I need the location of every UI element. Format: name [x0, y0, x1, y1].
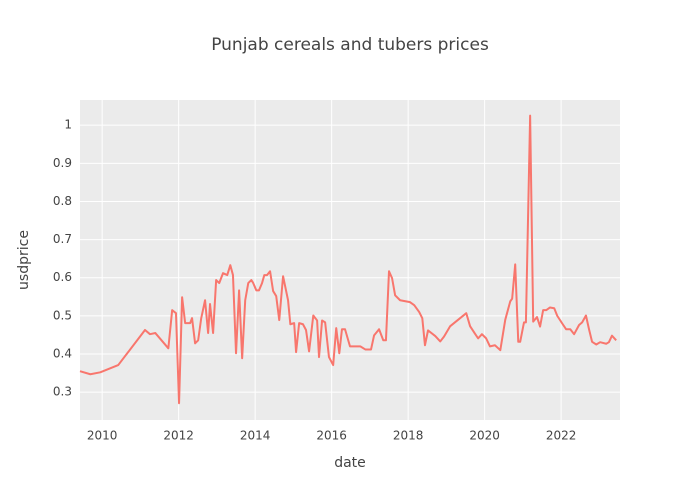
plot-area [80, 100, 620, 420]
y-tick-label: 0.3 [53, 385, 72, 399]
y-tick-label: 0.7 [53, 232, 72, 246]
y-tick-label: 1 [64, 118, 72, 132]
y-tick-label: 0.5 [53, 308, 72, 322]
x-tick-label: 2018 [393, 429, 424, 443]
y-tick-label: 0.6 [53, 270, 72, 284]
x-tick-label: 2010 [87, 429, 118, 443]
x-tick-label: 2022 [546, 429, 577, 443]
chart-title: Punjab cereals and tubers prices [211, 35, 489, 55]
x-tick-label: 2016 [316, 429, 347, 443]
x-axis-label: date [334, 455, 366, 471]
y-axis-label: usdprice [16, 230, 32, 290]
data-line [79, 114, 617, 405]
y-tick-label: 0.8 [53, 194, 72, 208]
x-tick-label: 2020 [469, 429, 500, 443]
x-tick-label: 2012 [163, 429, 194, 443]
x-tick-label: 2014 [240, 429, 271, 443]
y-tick-label: 0.4 [53, 347, 72, 361]
y-tick-label: 0.9 [53, 156, 72, 170]
